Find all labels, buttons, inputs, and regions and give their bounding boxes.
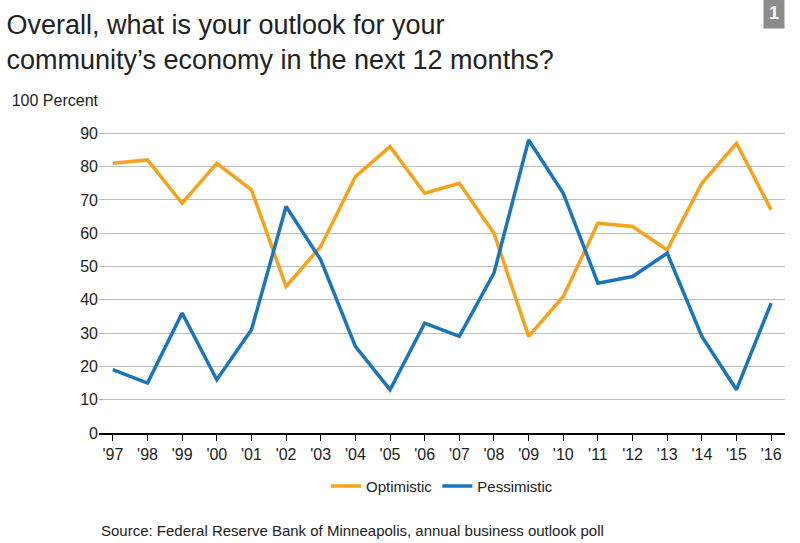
- svg-text:40: 40: [80, 291, 98, 308]
- svg-text:'12: '12: [622, 446, 643, 463]
- svg-text:50: 50: [80, 258, 98, 275]
- svg-text:'97: '97: [102, 446, 123, 463]
- svg-text:'98: '98: [137, 446, 158, 463]
- svg-text:1: 1: [769, 3, 779, 23]
- svg-text:Source: Federal Reserve Bank o: Source: Federal Reserve Bank of Minneapo…: [101, 522, 604, 539]
- svg-text:'05: '05: [380, 446, 401, 463]
- svg-text:60: 60: [80, 225, 98, 242]
- svg-text:70: 70: [80, 192, 98, 209]
- svg-text:'00: '00: [206, 446, 227, 463]
- svg-text:30: 30: [80, 325, 98, 342]
- svg-text:100 Percent: 100 Percent: [12, 92, 99, 109]
- svg-text:20: 20: [80, 358, 98, 375]
- svg-text:90: 90: [80, 125, 98, 142]
- svg-text:'14: '14: [691, 446, 712, 463]
- svg-text:Pessimistic: Pessimistic: [477, 478, 553, 495]
- svg-text:'15: '15: [726, 446, 747, 463]
- svg-text:10: 10: [80, 391, 98, 408]
- svg-text:'09: '09: [518, 446, 539, 463]
- svg-text:'01: '01: [241, 446, 262, 463]
- svg-text:'08: '08: [484, 446, 505, 463]
- svg-text:Optimistic: Optimistic: [366, 478, 432, 495]
- svg-text:80: 80: [80, 158, 98, 175]
- svg-text:Overall, what is your outlook: Overall, what is your outlook for yourco…: [6, 10, 553, 75]
- svg-text:'04: '04: [345, 446, 366, 463]
- svg-text:'02: '02: [276, 446, 297, 463]
- svg-text:'13: '13: [657, 446, 678, 463]
- svg-text:'06: '06: [414, 446, 435, 463]
- svg-text:0: 0: [89, 425, 98, 442]
- svg-text:'10: '10: [553, 446, 574, 463]
- svg-text:'16: '16: [761, 446, 782, 463]
- svg-text:'99: '99: [172, 446, 193, 463]
- svg-text:'07: '07: [449, 446, 470, 463]
- svg-text:'03: '03: [310, 446, 331, 463]
- svg-text:'11: '11: [588, 446, 608, 463]
